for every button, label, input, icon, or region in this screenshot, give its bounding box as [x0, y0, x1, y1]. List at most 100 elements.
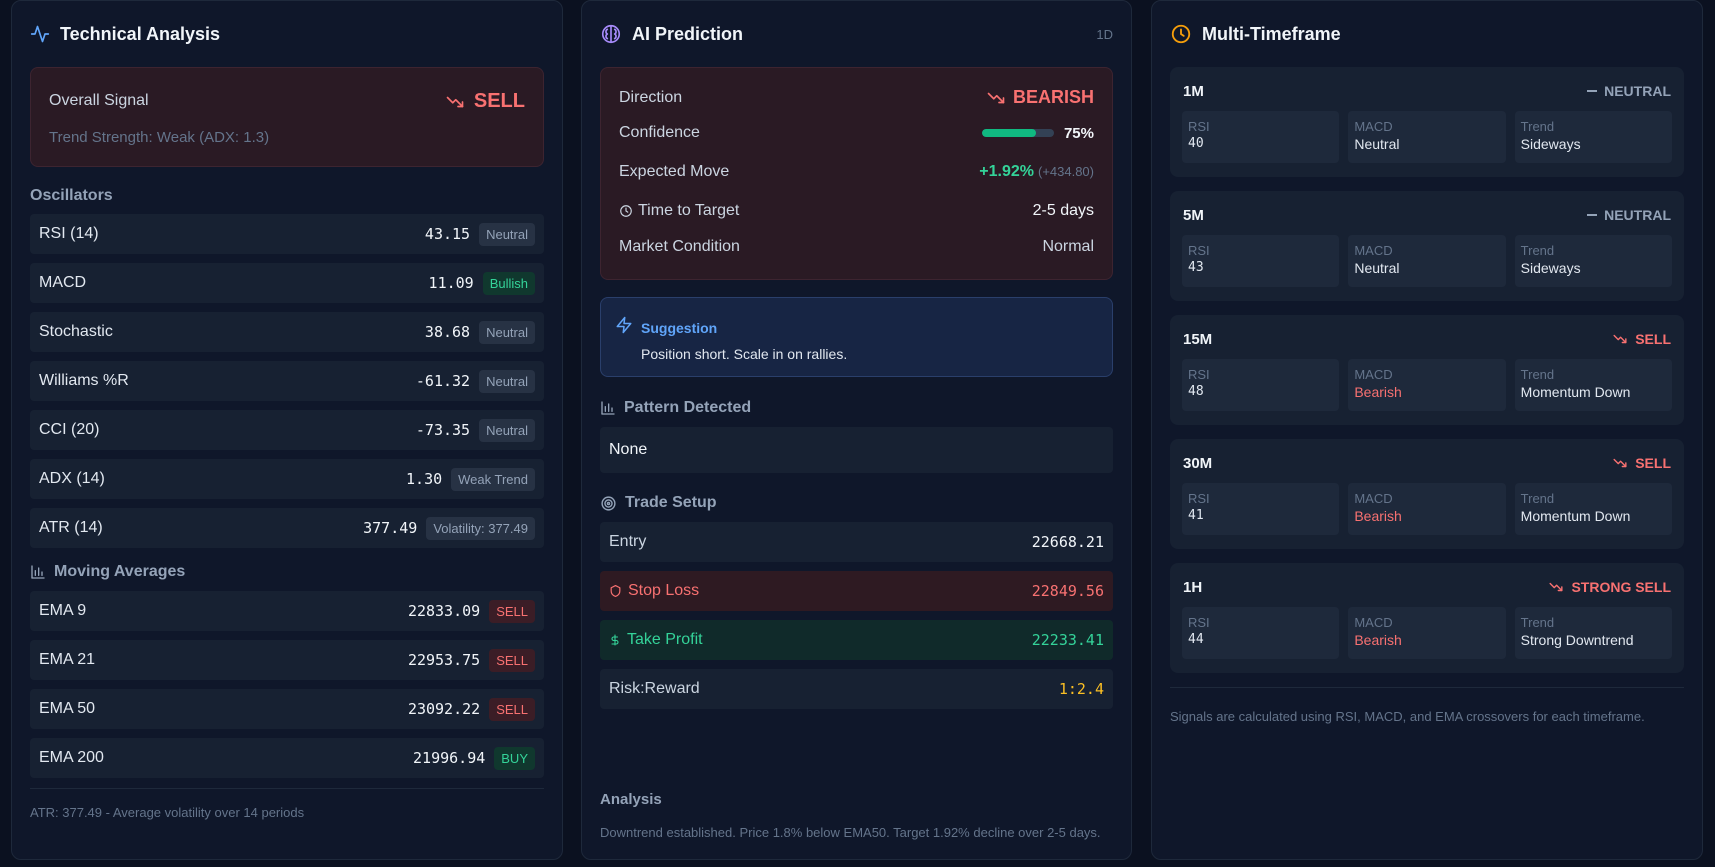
stop-loss-label-wrap: Stop Loss	[609, 582, 699, 600]
direction-label: Direction	[619, 88, 683, 106]
trend-label: Trend	[1520, 243, 1555, 258]
overall-signal-label: Overall Signal	[49, 92, 149, 109]
macd-cell: MACD Bearish	[1348, 483, 1506, 535]
moving-averages-title-text: Moving Averages	[54, 563, 186, 580]
ma-name: EMA 21	[39, 651, 96, 668]
macd-cell: MACD Bearish	[1348, 359, 1506, 411]
ai-prediction-header: AI Prediction 1D	[600, 1, 1113, 67]
market-condition-value: Normal	[1042, 238, 1094, 255]
trending-down-icon	[1547, 580, 1565, 594]
timeframe-card-5m: 5M NEUTRAL RSI 43 MACD Neutral Trend Sidewa…	[1170, 191, 1684, 301]
ma-row-ema9: EMA 9 22833.09 SELL	[30, 591, 544, 631]
trending-down-icon	[444, 93, 466, 111]
direction-value: BEARISH	[985, 87, 1094, 108]
entry-row: Entry 22668.21	[600, 522, 1113, 562]
oscillator-badge: Volatility: 377.49	[426, 516, 535, 540]
multi-timeframe-panel: Multi-Timeframe 1M NEUTRAL RSI 40 MACD Neu…	[1151, 0, 1703, 860]
suggestion-text: Position short. Scale in on rallies.	[641, 346, 848, 362]
ma-badge: SELL	[489, 697, 535, 721]
macd-value: Neutral	[1354, 260, 1400, 276]
timeframe-signal: NEUTRAL	[1586, 207, 1671, 223]
market-condition-row: Market Condition Normal	[619, 238, 1094, 256]
brain-icon	[600, 23, 622, 45]
stop-loss-row: Stop Loss 22849.56	[600, 571, 1113, 611]
direction-text: BEARISH	[1012, 87, 1094, 107]
pattern-title-text: Pattern Detected	[624, 399, 752, 416]
confidence-row: Confidence 75%	[619, 124, 1094, 142]
rsi-value: 41	[1188, 508, 1204, 523]
timeframe-label: 30M	[1183, 455, 1213, 472]
confidence-text: 75%	[1063, 124, 1094, 142]
confidence-bar	[981, 129, 1054, 137]
take-profit-value: 22233.41	[1031, 631, 1104, 649]
oscillators-title-text: Oscillators	[30, 187, 113, 204]
timeframe-label: 1D	[1096, 27, 1113, 42]
macd-value: Bearish	[1354, 632, 1402, 648]
ma-row-ema21: EMA 21 22953.75 SELL	[30, 640, 544, 680]
rsi-cell: RSI 44	[1182, 607, 1340, 659]
multi-timeframe-header: Multi-Timeframe	[1170, 1, 1684, 67]
oscillator-name: Williams %R	[39, 372, 129, 389]
oscillator-row-macd: MACD 11.09 Bullish	[30, 263, 544, 303]
bar-chart-icon	[600, 400, 616, 416]
rsi-cell: RSI 48	[1182, 359, 1340, 411]
rsi-cell: RSI 41	[1182, 483, 1340, 535]
moving-averages-title: Moving Averages	[30, 562, 544, 582]
timeframe-signal-text: NEUTRAL	[1604, 207, 1671, 223]
take-profit-label-wrap: Take Profit	[609, 631, 703, 649]
ai-prediction-panel: AI Prediction 1D Direction BEARISH Confi…	[581, 0, 1132, 860]
take-profit-label: Take Profit	[627, 631, 703, 648]
clock-icon	[619, 204, 633, 218]
macd-value: Bearish	[1354, 508, 1402, 524]
oscillator-name: MACD	[39, 274, 87, 291]
timeframe-label: 15M	[1183, 331, 1213, 348]
oscillator-value: 1.30	[406, 470, 443, 488]
timeframe-signal-text: SELL	[1635, 331, 1671, 347]
macd-label: MACD	[1354, 615, 1393, 630]
timeframe-card-15m: 15M SELL RSI 48 MACD Bearish Trend Momentum…	[1170, 315, 1684, 425]
suggestion-title: Suggestion	[641, 320, 718, 336]
oscillator-name: CCI (20)	[39, 421, 100, 438]
oscillator-row-williams: Williams %R -61.32 Neutral	[30, 361, 544, 401]
oscillator-row-cci: CCI (20) -73.35 Neutral	[30, 410, 544, 450]
panel-title: Technical Analysis	[60, 23, 221, 44]
oscillators-list: RSI (14) 43.15 Neutral MACD 11.09 Bullis…	[30, 214, 544, 548]
overall-signal-text: SELL	[473, 90, 525, 112]
trend-value: Sideways	[1520, 136, 1581, 152]
market-condition-label: Market Condition	[619, 238, 740, 255]
oscillator-badge: Neutral	[479, 222, 535, 246]
trade-setup-list: Entry 22668.21 Stop Loss 22849.56 Take P…	[600, 522, 1113, 709]
rsi-value: 40	[1188, 136, 1204, 151]
macd-cell: MACD Neutral	[1348, 111, 1506, 163]
oscillator-value: 38.68	[424, 323, 471, 341]
oscillator-value: -73.35	[415, 421, 471, 439]
ma-badge: BUY	[494, 746, 535, 770]
multi-timeframe-footer-note: Signals are calculated using RSI, MACD, …	[1170, 709, 1645, 724]
macd-value: Neutral	[1354, 136, 1400, 152]
ma-badge: SELL	[489, 648, 535, 672]
rsi-cell: RSI 40	[1182, 111, 1340, 163]
technical-analysis-header: Technical Analysis	[30, 1, 544, 67]
oscillator-row-adx: ADX (14) 1.30 Weak Trend	[30, 459, 544, 499]
expected-move-percent: +1.92%	[979, 163, 1034, 180]
timeframe-label: 1M	[1183, 83, 1204, 100]
timeframe-metrics: RSI 43 MACD Neutral Trend Sideways	[1182, 235, 1672, 287]
expected-move-row: Expected Move +1.92% (+434.80)	[619, 163, 1094, 181]
rsi-label: RSI	[1188, 119, 1210, 134]
timeframe-metrics: RSI 44 MACD Bearish Trend Strong Downtrend	[1182, 607, 1672, 659]
trade-setup-title-text: Trade Setup	[625, 494, 717, 511]
ma-value: 22833.09	[407, 602, 481, 620]
trend-value: Sideways	[1520, 260, 1581, 276]
entry-value: 22668.21	[1031, 533, 1104, 551]
oscillator-row-stochastic: Stochastic 38.68 Neutral	[30, 312, 544, 352]
trending-down-icon	[985, 89, 1007, 107]
technical-analysis-panel: Technical Analysis Overall Signal Trend …	[11, 0, 563, 860]
timeframe-signal-text: SELL	[1635, 455, 1671, 471]
oscillator-name: RSI (14)	[39, 225, 99, 242]
timeframe-signal-text: STRONG SELL	[1571, 579, 1671, 595]
rsi-label: RSI	[1188, 367, 1210, 382]
macd-label: MACD	[1354, 367, 1393, 382]
ma-name: EMA 9	[39, 602, 87, 619]
trending-down-icon	[1611, 456, 1629, 470]
timeframe-signal: SELL	[1611, 455, 1671, 471]
